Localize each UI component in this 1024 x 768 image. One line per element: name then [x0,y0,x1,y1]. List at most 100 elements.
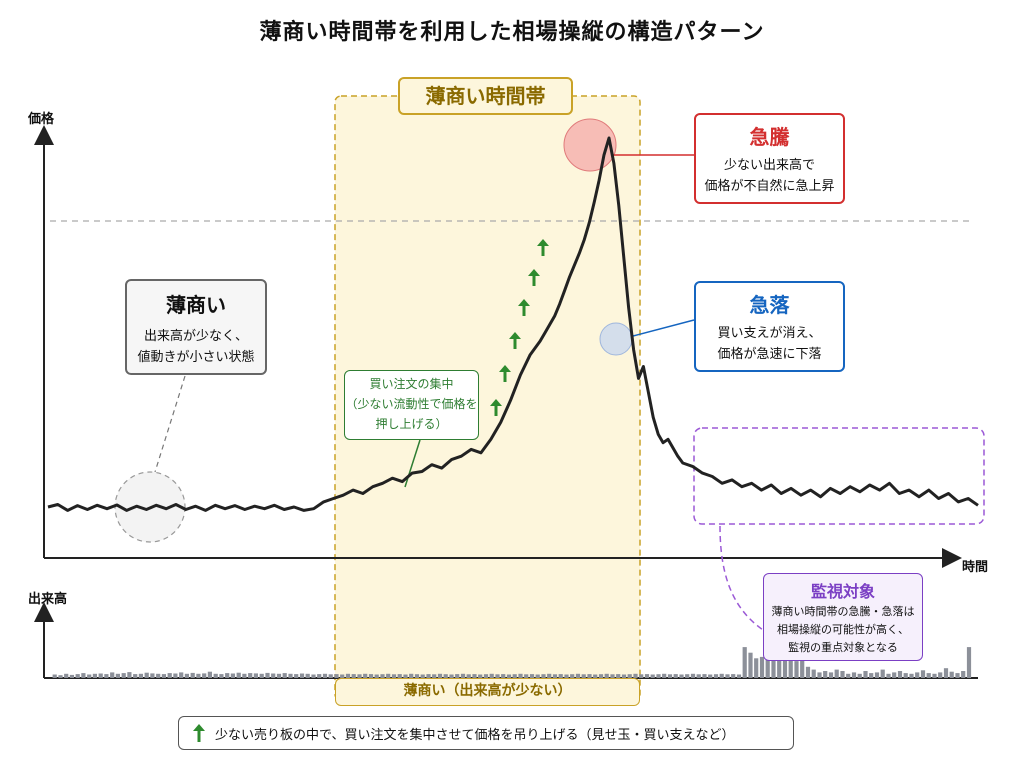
volume-bar [656,674,661,678]
volume-bar [317,674,322,678]
volume-bar [449,674,454,678]
volume-bar [104,674,109,678]
volume-bar [380,674,385,678]
volume-bar [667,674,673,678]
volume-bar [938,672,943,678]
volume-bar [368,674,374,678]
up-arrow-icon [509,332,521,349]
volume-bar [403,674,408,678]
volume-bar [690,673,696,678]
volume-bar [288,673,293,678]
volume-bar [115,673,120,678]
volume-bar [311,674,316,678]
volume-bar [524,674,529,678]
volume-bar [518,673,523,678]
crash-title: 急落 [749,293,790,317]
surge-title: 急騰 [749,125,790,149]
time-axis-label: 時間 [962,560,989,575]
volume-bar [610,674,615,678]
surge-callout: 急騰 少ない出来高で 価格が不自然に急上昇 [694,113,845,204]
volume-bar [87,674,92,678]
volume-bar [920,670,926,678]
crash-callout: 急落 買い支えが消え、 価格が急速に下落 [694,281,845,372]
volume-bar [627,674,632,678]
volume-bar [345,673,351,678]
volume-bar [558,674,563,678]
volume-bar [92,673,97,678]
volume-bar [823,671,828,678]
volume-bar [892,672,897,678]
volume-bar [305,673,310,678]
buy-line: 買い注文の集中 [369,377,454,391]
volume-bar [98,673,103,678]
volume-bar [363,673,368,678]
volume-bar [857,673,862,678]
volume-bar [593,674,598,678]
volume-bar [110,672,115,678]
volume-bar [276,673,282,678]
crash-connector [632,319,695,337]
volume-bar [874,672,880,678]
volume-bar [966,647,972,678]
thin-trading-line: 出来高が少なく、 [143,329,248,344]
volume-bar [880,669,885,678]
volume-bar [708,674,713,678]
volume-bar [564,674,569,678]
volume-bar [225,673,230,678]
volume-bar [202,673,207,678]
volume-bar [391,674,397,678]
volume-bar [351,674,356,678]
volume-bar [633,673,638,678]
volume-bar [696,674,701,678]
thin-trading-callout: 薄商い 出来高が少なく、 値動きが小さい状態 [125,279,267,375]
crash-line: 価格が急速に下落 [717,347,822,362]
volume-bar [926,673,931,678]
volume-bar [598,674,604,678]
volume-bar [805,666,811,678]
up-arrow-icon [528,269,540,286]
volume-bar [587,674,592,678]
buy-concentration-callout: 買い注文の集中 （少ない流動性で価格を 押し上げる） [344,370,479,440]
volume-bar [886,673,891,678]
volume-bar [719,673,724,678]
volume-bar [466,674,471,678]
volume-bar [144,672,149,678]
zone-title-tag: 薄商い時間帯 [398,77,573,115]
volume-bar [357,674,362,678]
volume-bar [150,673,155,678]
watch-title: 監視対象 [810,582,875,601]
volume-bar [432,674,437,678]
up-arrow-icon [490,399,502,416]
up-arrow-icon [499,365,511,382]
volume-bar [754,658,759,678]
volume-bar [437,673,443,678]
volume-bar [156,673,161,678]
volume-bar [196,673,201,678]
volume-bar [138,673,143,678]
volume-bar [386,673,391,678]
volume-bar [621,674,627,678]
volume-bar [501,674,506,678]
volume-bar [133,674,138,678]
volume-bar [495,674,500,678]
volume-bar [121,673,126,678]
volume-bar [489,673,494,678]
volume-bar [817,672,822,678]
crash-marker [599,322,633,356]
volume-bar [179,672,184,678]
legend-box: 少ない売り板の中で、買い注文を集中させて価格を吊り上げる（見せ玉・買い支えなど） [178,716,794,750]
volume-bar [58,675,63,678]
volume-bar [731,674,736,678]
thin-connector [154,375,186,473]
volume-bar [328,674,333,678]
volume-bar [604,673,609,678]
volume-bar [282,673,287,678]
volume-bar [552,674,558,678]
volume-bar [915,672,920,678]
volume-bar [420,674,425,678]
volume-bar [547,673,552,678]
buy-pressure-arrows [490,239,549,416]
volume-bar [242,673,247,678]
volume-bar [299,673,305,678]
volume-bar [673,674,678,678]
